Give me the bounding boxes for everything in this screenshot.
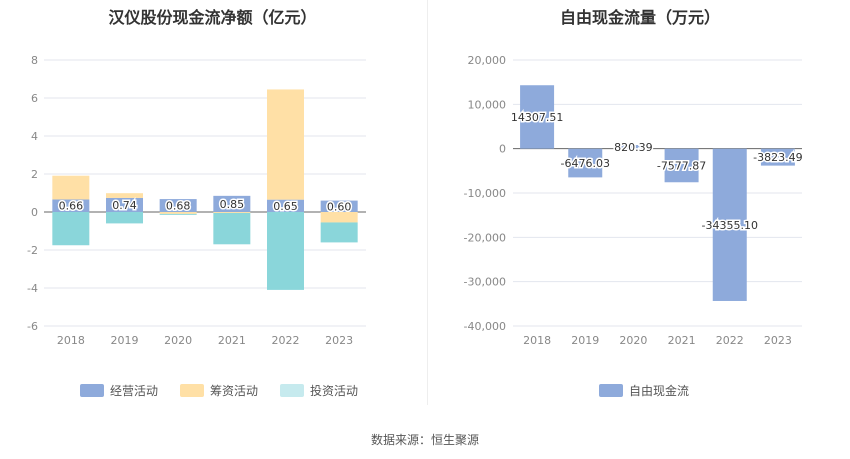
legend-swatch (180, 384, 205, 397)
right-x-tick-label: 2019 (571, 334, 599, 347)
right-chart-legend: 自由现金流 (599, 382, 711, 399)
legend-label: 自由现金流 (629, 384, 690, 398)
right-data-label: 14307.51 (511, 111, 564, 124)
right-y-tick-label: 20,000 (468, 54, 507, 67)
left-bar-operating (106, 197, 143, 212)
left-y-tick-label: -6 (27, 320, 38, 333)
right-data-label: -3823.49 (753, 151, 802, 164)
legend-label: 经营活动 (110, 384, 159, 398)
left-bar-investing (159, 213, 197, 215)
left-bar-financing (159, 212, 197, 214)
left-bar-investing (320, 222, 358, 243)
right-y-tick-label: -10,000 (464, 187, 506, 200)
left-bar-operating (320, 200, 358, 212)
right-y-tick-label: 0 (499, 143, 506, 156)
right-y-tick-label: -30,000 (464, 276, 506, 289)
right-x-tick-label: 2018 (523, 334, 551, 347)
free-cash-flow-bar (568, 148, 603, 178)
right-data-label: 820.39 (614, 141, 653, 154)
left-data-label: 0.85 (220, 198, 245, 211)
legend-item[interactable]: 自由现金流 (599, 382, 689, 399)
legend-item[interactable]: 经营活动 (80, 382, 158, 399)
left-bar-financing (52, 175, 90, 200)
right-y-tick-label: 10,000 (468, 98, 507, 111)
data-source-note: 数据来源：恒生聚源 (370, 433, 479, 447)
right-y-tick-label: -40,000 (464, 320, 506, 333)
legend-label: 筹资活动 (210, 384, 259, 398)
legend-swatch (280, 384, 305, 397)
free-cash-flow-bar (520, 85, 555, 149)
left-chart-title: 汉仪股份现金流净额（亿元） (108, 8, 317, 27)
left-y-tick-label: 6 (31, 92, 38, 105)
legend-item[interactable]: 投资活动 (280, 382, 358, 399)
left-x-tick-label: 2023 (325, 334, 353, 347)
left-data-label: 0.74 (112, 199, 137, 212)
panel-divider (427, 0, 428, 405)
right-y-tick-label: -20,000 (464, 231, 506, 244)
free-cash-flow-bar (760, 148, 795, 166)
right-x-tick-label: 2022 (716, 334, 744, 347)
left-x-tick-label: 2019 (111, 334, 139, 347)
left-bar-operating (213, 195, 251, 212)
left-y-tick-label: 2 (31, 168, 38, 181)
free-cash-flow-bar (616, 145, 651, 149)
left-x-tick-label: 2020 (164, 334, 192, 347)
right-data-label: -6476.03 (561, 157, 610, 170)
legend-label: 投资活动 (310, 384, 359, 398)
right-x-tick-label: 2020 (619, 334, 647, 347)
left-bar-investing (52, 212, 90, 246)
legend-swatch (599, 384, 623, 397)
left-bar-investing (267, 212, 304, 290)
left-y-tick-label: -2 (27, 244, 38, 257)
left-x-tick-label: 2018 (57, 334, 85, 347)
left-bar-financing (320, 212, 358, 223)
left-x-tick-label: 2021 (218, 334, 246, 347)
left-y-tick-label: 0 (31, 206, 38, 219)
left-bar-operating (52, 199, 90, 212)
left-bar-investing (213, 212, 251, 245)
left-bar-investing (106, 212, 143, 224)
free-cash-flow-bar (712, 148, 747, 301)
left-bar-financing (267, 89, 304, 200)
right-chart-title: 自由现金流量（万元） (559, 8, 720, 27)
left-x-tick-label: 2022 (272, 334, 300, 347)
left-bar-operating (159, 199, 197, 212)
legend-item[interactable]: 筹资活动 (180, 382, 258, 399)
right-data-label: -7577.87 (657, 159, 706, 172)
left-bar-financing (106, 193, 143, 198)
left-bar-operating (267, 199, 304, 212)
left-data-label: 0.60 (327, 200, 352, 213)
left-y-tick-label: -4 (27, 282, 38, 295)
left-data-label: 0.66 (59, 200, 84, 213)
right-data-label: -34355.10 (702, 219, 758, 232)
left-y-tick-label: 8 (31, 54, 38, 67)
right-x-tick-label: 2021 (668, 334, 696, 347)
free-cash-flow-bar (664, 148, 699, 183)
left-chart-legend: 经营活动 筹资活动 投资活动 (80, 382, 380, 399)
left-y-tick-label: 4 (31, 130, 38, 143)
left-data-label: 0.65 (273, 200, 298, 213)
legend-swatch (80, 384, 104, 397)
left-data-label: 0.68 (166, 200, 191, 213)
right-x-tick-label: 2023 (764, 334, 792, 347)
left-bar-financing (213, 212, 251, 213)
